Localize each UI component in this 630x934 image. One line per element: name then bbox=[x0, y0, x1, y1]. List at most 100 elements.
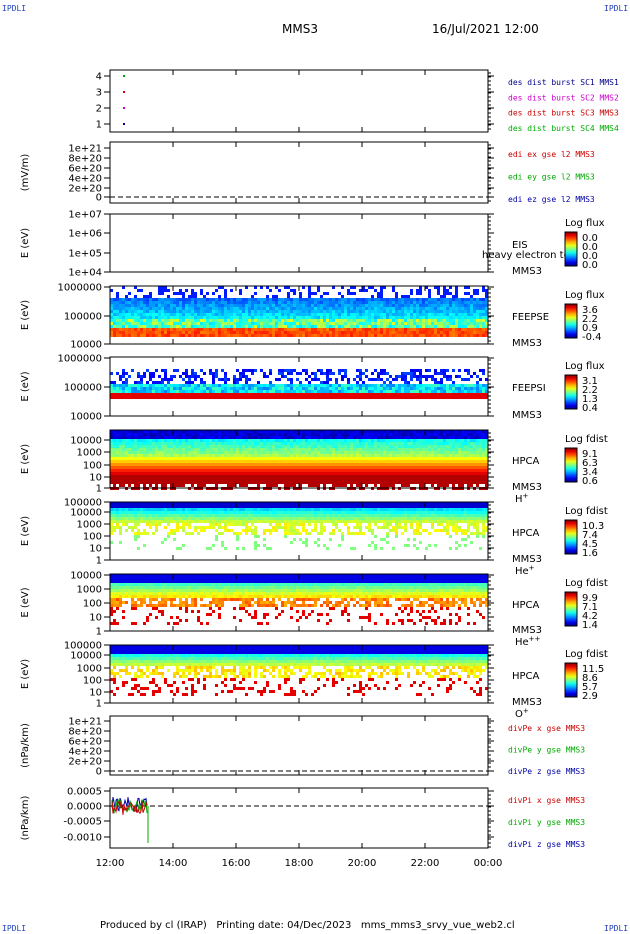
heatmap-cell bbox=[248, 463, 251, 466]
y-tick-label: 1e+21 bbox=[68, 144, 102, 155]
heatmap-cell bbox=[380, 289, 383, 292]
heatmap-cell bbox=[182, 396, 185, 399]
heatmap-cell bbox=[305, 430, 308, 433]
heatmap-cell bbox=[359, 369, 362, 372]
heatmap-cell bbox=[281, 457, 284, 460]
heatmap-cell bbox=[167, 445, 170, 448]
heatmap-cell bbox=[368, 466, 371, 469]
heatmap-cell bbox=[227, 448, 230, 451]
heatmap-cell bbox=[416, 307, 419, 310]
heatmap-cell bbox=[134, 451, 137, 454]
heatmap-cell bbox=[326, 393, 329, 396]
heatmap-cell bbox=[365, 448, 368, 451]
heatmap-cell bbox=[332, 384, 335, 387]
heatmap-cell bbox=[173, 445, 176, 448]
heatmap-cell bbox=[329, 328, 332, 331]
heatmap-cell bbox=[143, 372, 146, 375]
heatmap-cell bbox=[200, 322, 203, 325]
heatmap-cell bbox=[179, 384, 182, 387]
heatmap-cell bbox=[137, 442, 140, 445]
heatmap-cell bbox=[452, 396, 455, 399]
heatmap-cell bbox=[332, 442, 335, 445]
heatmap-cell bbox=[257, 322, 260, 325]
heatmap-cell bbox=[317, 463, 320, 466]
heatmap-cell bbox=[317, 472, 320, 475]
heatmap-cell bbox=[245, 381, 248, 384]
heatmap-cell bbox=[194, 448, 197, 451]
heatmap-cell bbox=[284, 442, 287, 445]
heatmap-cell bbox=[212, 433, 215, 436]
heatmap-cell bbox=[212, 481, 215, 484]
heatmap-cell bbox=[308, 313, 311, 316]
heatmap-cell bbox=[350, 325, 353, 328]
heatmap-cell bbox=[248, 319, 251, 322]
heatmap-cell bbox=[329, 313, 332, 316]
heatmap-cell bbox=[230, 457, 233, 460]
heatmap-cell bbox=[224, 325, 227, 328]
heatmap-cell bbox=[236, 466, 239, 469]
heatmap-cell bbox=[410, 475, 413, 478]
heatmap-cell bbox=[239, 460, 242, 463]
heatmap-cell bbox=[110, 307, 113, 310]
heatmap-cell bbox=[287, 334, 290, 337]
heatmap-cell bbox=[449, 396, 452, 399]
colorbar-tick-label: 2.2 bbox=[582, 314, 598, 325]
heatmap-cell bbox=[440, 390, 443, 393]
heatmap-cell bbox=[164, 286, 167, 289]
heatmap-cell bbox=[254, 469, 257, 472]
heatmap-cell bbox=[413, 457, 416, 460]
heatmap-cell bbox=[305, 319, 308, 322]
heatmap-cell bbox=[419, 469, 422, 472]
heatmap-cell bbox=[197, 466, 200, 469]
heatmap-cell bbox=[236, 298, 239, 301]
heatmap-cell bbox=[476, 310, 479, 313]
heatmap-cell bbox=[377, 451, 380, 454]
heatmap-cell bbox=[218, 460, 221, 463]
heatmap-cell bbox=[407, 313, 410, 316]
heatmap-cell bbox=[485, 328, 488, 331]
heatmap-cell bbox=[137, 484, 140, 487]
heatmap-cell bbox=[209, 310, 212, 313]
heatmap-cell bbox=[413, 481, 416, 484]
heatmap-cell bbox=[398, 375, 401, 378]
heatmap-cell bbox=[116, 292, 119, 295]
heatmap-cell bbox=[188, 328, 191, 331]
heatmap-cell bbox=[284, 433, 287, 436]
heatmap-cell bbox=[251, 307, 254, 310]
heatmap-cell bbox=[119, 322, 122, 325]
heatmap-cell bbox=[230, 384, 233, 387]
heatmap-cell bbox=[305, 445, 308, 448]
heatmap-cell bbox=[257, 393, 260, 396]
heatmap-cell bbox=[335, 387, 338, 390]
heatmap-cell bbox=[377, 472, 380, 475]
heatmap-cell bbox=[167, 304, 170, 307]
heatmap-cell bbox=[380, 331, 383, 334]
heatmap-cell bbox=[122, 319, 125, 322]
heatmap-cell bbox=[323, 475, 326, 478]
heatmap-cell bbox=[335, 466, 338, 469]
heatmap-cell bbox=[368, 442, 371, 445]
heatmap-cell bbox=[290, 289, 293, 292]
heatmap-cell bbox=[380, 372, 383, 375]
heatmap-cell bbox=[287, 484, 290, 487]
heatmap-cell bbox=[263, 387, 266, 390]
heatmap-cell bbox=[143, 334, 146, 337]
heatmap-cell bbox=[392, 301, 395, 304]
heatmap-cell bbox=[362, 322, 365, 325]
heatmap-cell bbox=[122, 322, 125, 325]
heatmap-cell bbox=[299, 331, 302, 334]
heatmap-cell bbox=[341, 475, 344, 478]
heatmap-cell bbox=[389, 328, 392, 331]
heatmap-cell bbox=[263, 481, 266, 484]
heatmap-cell bbox=[482, 319, 485, 322]
heatmap-cell bbox=[206, 304, 209, 307]
heatmap-cell bbox=[377, 322, 380, 325]
heatmap-cell bbox=[146, 390, 149, 393]
heatmap-cell bbox=[245, 286, 248, 289]
heatmap-cell bbox=[203, 331, 206, 334]
heatmap-cell bbox=[287, 310, 290, 313]
heatmap-cell bbox=[356, 484, 359, 487]
heatmap-cell bbox=[284, 310, 287, 313]
heatmap-cell bbox=[140, 451, 143, 454]
